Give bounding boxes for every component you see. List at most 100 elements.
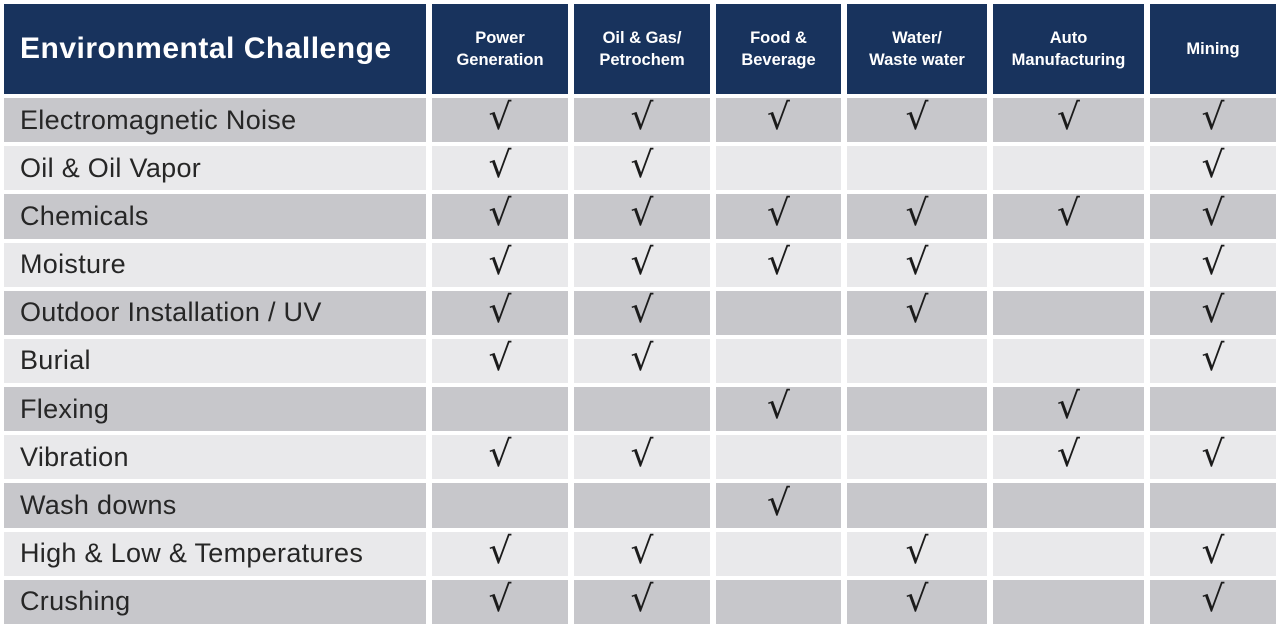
column-header: Power Generation: [432, 4, 568, 94]
check-cell: √: [847, 289, 987, 335]
check-mark-icon: √: [1057, 193, 1080, 235]
check-mark-icon: √: [630, 241, 654, 283]
check-cell: √: [574, 531, 710, 576]
check-cell: √: [1150, 145, 1276, 191]
check-mark-icon: √: [630, 193, 654, 235]
check-mark-icon: √: [488, 578, 512, 620]
check-mark-icon: √: [905, 289, 929, 331]
empty-cell: [432, 483, 568, 528]
check-cell: √: [432, 531, 568, 576]
check-mark-icon: √: [488, 145, 512, 187]
check-mark-icon: √: [767, 241, 790, 283]
check-mark-icon: √: [1201, 578, 1225, 620]
check-cell: √: [993, 386, 1144, 432]
row-label: Wash downs: [4, 483, 426, 528]
empty-cell: [993, 531, 1144, 576]
row-label: Chemicals: [4, 194, 426, 239]
row-label: Burial: [4, 338, 426, 384]
check-cell: √: [574, 289, 710, 335]
check-cell: √: [716, 98, 841, 143]
check-mark-icon: √: [905, 241, 929, 283]
check-mark-icon: √: [767, 482, 790, 524]
empty-cell: [847, 338, 987, 384]
row-label: Crushing: [4, 579, 426, 624]
check-cell: √: [993, 193, 1144, 239]
check-cell: √: [1150, 530, 1276, 576]
column-header: Water/ Waste water: [847, 4, 987, 94]
check-cell: √: [574, 434, 710, 480]
table-title: Environmental Challenge: [4, 4, 426, 94]
empty-cell: [993, 483, 1144, 528]
check-mark-icon: √: [905, 193, 929, 235]
check-cell: √: [574, 97, 710, 143]
check-cell: √: [1150, 97, 1276, 143]
check-cell: √: [716, 482, 841, 528]
column-header: Oil & Gas/ Petrochem: [574, 4, 710, 94]
row-label: Electromagnetic Noise: [4, 98, 426, 143]
check-cell: √: [574, 241, 710, 287]
check-mark-icon: √: [630, 434, 654, 476]
empty-cell: [716, 435, 841, 480]
empty-cell: [993, 242, 1144, 287]
check-cell: √: [1150, 289, 1276, 335]
row-label: Vibration: [4, 435, 426, 480]
check-cell: √: [847, 241, 987, 287]
empty-cell: [1150, 483, 1276, 528]
check-cell: √: [574, 338, 710, 384]
empty-cell: [716, 579, 841, 624]
row-label: Outdoor Installation / UV: [4, 290, 426, 335]
row-label: Oil & Oil Vapor: [4, 146, 426, 191]
check-cell: √: [574, 579, 710, 624]
check-mark-icon: √: [1201, 97, 1225, 139]
check-mark-icon: √: [630, 289, 654, 331]
check-mark-icon: √: [905, 578, 929, 620]
check-mark-icon: √: [630, 97, 654, 139]
check-cell: √: [716, 193, 841, 239]
check-mark-icon: √: [1057, 434, 1080, 476]
empty-cell: [847, 435, 987, 480]
check-cell: √: [993, 98, 1144, 143]
check-mark-icon: √: [488, 193, 512, 235]
check-cell: √: [847, 531, 987, 576]
empty-cell: [716, 531, 841, 576]
check-mark-icon: √: [630, 145, 654, 187]
check-cell: √: [847, 193, 987, 239]
check-cell: √: [1150, 242, 1276, 287]
empty-cell: [432, 387, 568, 432]
empty-cell: [993, 290, 1144, 335]
check-mark-icon: √: [905, 97, 929, 139]
check-mark-icon: √: [1057, 386, 1080, 428]
check-mark-icon: √: [767, 386, 790, 428]
empty-cell: [716, 338, 841, 384]
check-cell: √: [1150, 435, 1276, 480]
empty-cell: [847, 483, 987, 528]
check-cell: √: [432, 193, 568, 239]
check-cell: √: [993, 434, 1144, 480]
check-cell: √: [432, 290, 568, 335]
empty-cell: [847, 146, 987, 191]
check-mark-icon: √: [1201, 145, 1225, 187]
empty-cell: [993, 338, 1144, 384]
check-cell: √: [716, 386, 841, 432]
column-header: Food & Beverage: [716, 4, 841, 94]
check-mark-icon: √: [488, 434, 512, 476]
check-cell: √: [432, 97, 568, 143]
check-cell: √: [574, 193, 710, 239]
check-cell: √: [432, 337, 568, 384]
check-cell: √: [716, 241, 841, 287]
check-mark-icon: √: [767, 193, 790, 235]
check-mark-icon: √: [488, 241, 512, 283]
check-mark-icon: √: [1201, 337, 1225, 379]
check-mark-icon: √: [1201, 530, 1225, 572]
empty-cell: [847, 387, 987, 432]
column-header: Mining: [1150, 4, 1276, 94]
empty-cell: [993, 579, 1144, 624]
empty-cell: [716, 290, 841, 335]
check-mark-icon: √: [488, 337, 512, 379]
check-mark-icon: √: [488, 97, 512, 139]
check-mark-icon: √: [1201, 289, 1225, 331]
row-label: High & Low & Temperatures: [4, 531, 426, 576]
empty-cell: [574, 387, 710, 432]
check-cell: √: [847, 578, 987, 624]
